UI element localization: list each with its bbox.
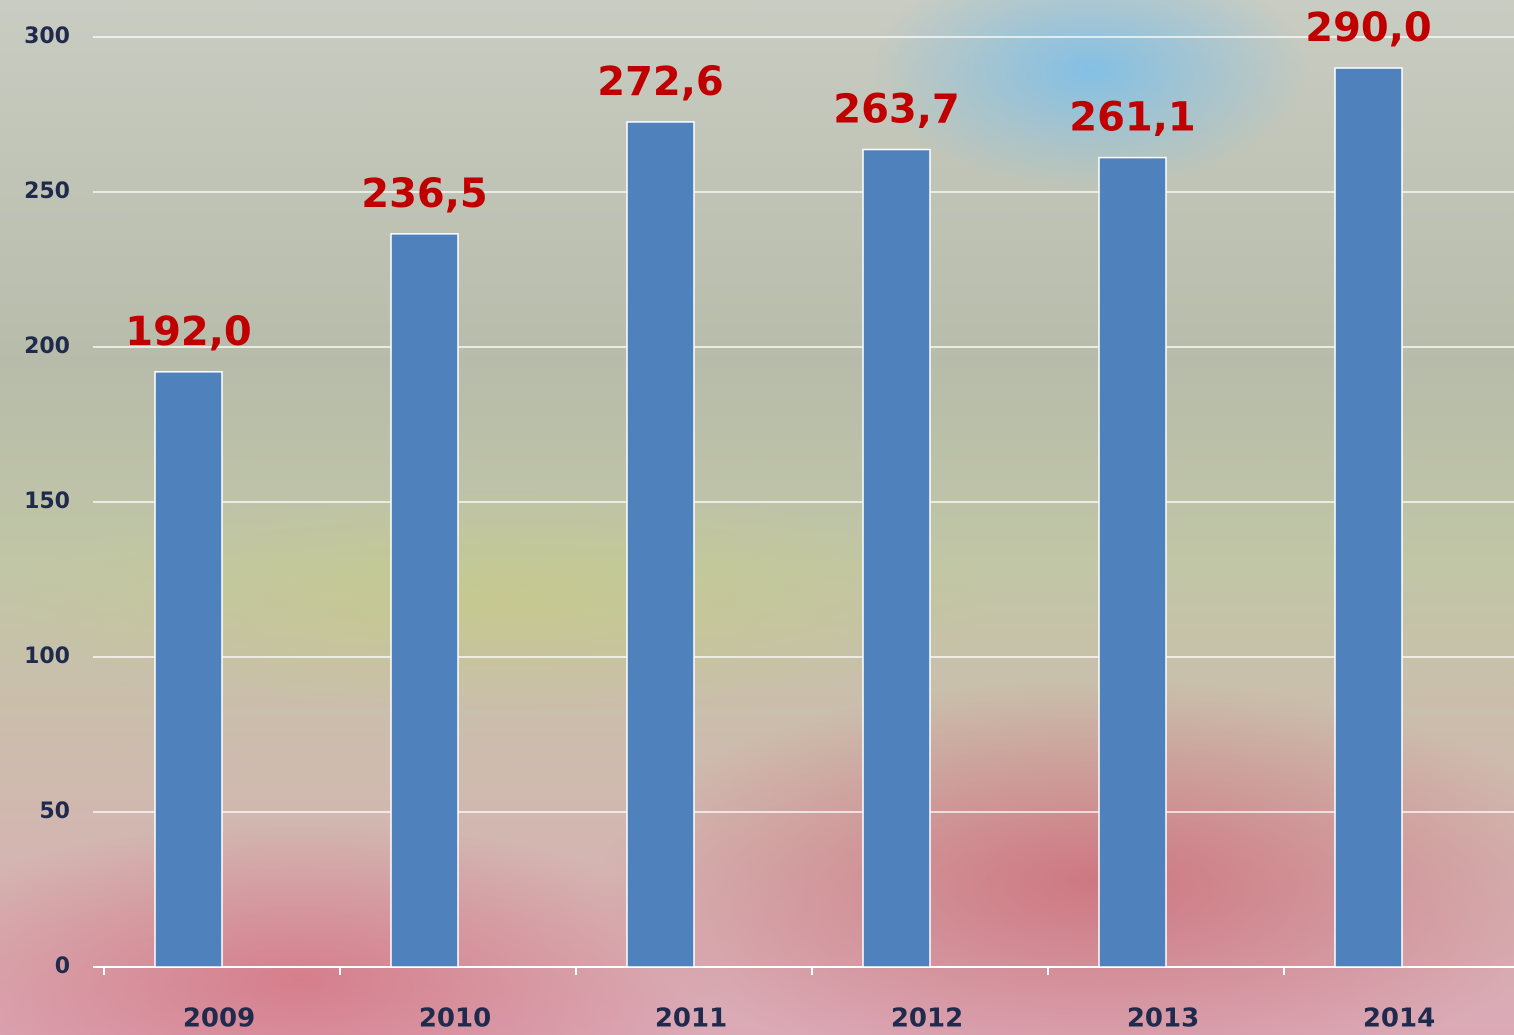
y-tick-label: 50 — [39, 799, 70, 824]
x-tick-label: 2009 — [183, 1004, 255, 1034]
data-label: 290,0 — [1305, 5, 1432, 51]
data-label: 236,5 — [361, 171, 488, 217]
bar — [627, 122, 694, 967]
y-tick-label: 300 — [24, 24, 70, 49]
x-tick-label: 2013 — [1127, 1004, 1199, 1034]
x-tick-label: 2010 — [419, 1004, 491, 1034]
bar — [1335, 68, 1402, 967]
bar — [1099, 158, 1166, 967]
bar — [391, 234, 458, 967]
y-tick-label: 100 — [24, 644, 70, 669]
data-label: 192,0 — [125, 309, 252, 355]
x-tick-label: 2014 — [1363, 1004, 1435, 1034]
y-tick-label: 0 — [55, 954, 70, 979]
bar — [863, 150, 930, 967]
y-tick-label: 150 — [24, 489, 70, 514]
page: {"chart_data": {"type": "bar", "categori… — [0, 0, 1514, 1035]
y-tick-label: 250 — [24, 179, 70, 204]
data-label: 261,1 — [1069, 95, 1196, 141]
bar — [155, 372, 222, 967]
chart: 0 50 100 150 200 250 300 2009 192,0 2010 236,5 2011… — [0, 0, 1514, 1035]
data-label: 272,6 — [597, 59, 724, 105]
x-tick-label: 2011 — [655, 1004, 727, 1034]
x-tick-label: 2012 — [891, 1004, 963, 1034]
y-tick-label: 200 — [24, 334, 70, 359]
data-label: 263,7 — [833, 87, 960, 133]
